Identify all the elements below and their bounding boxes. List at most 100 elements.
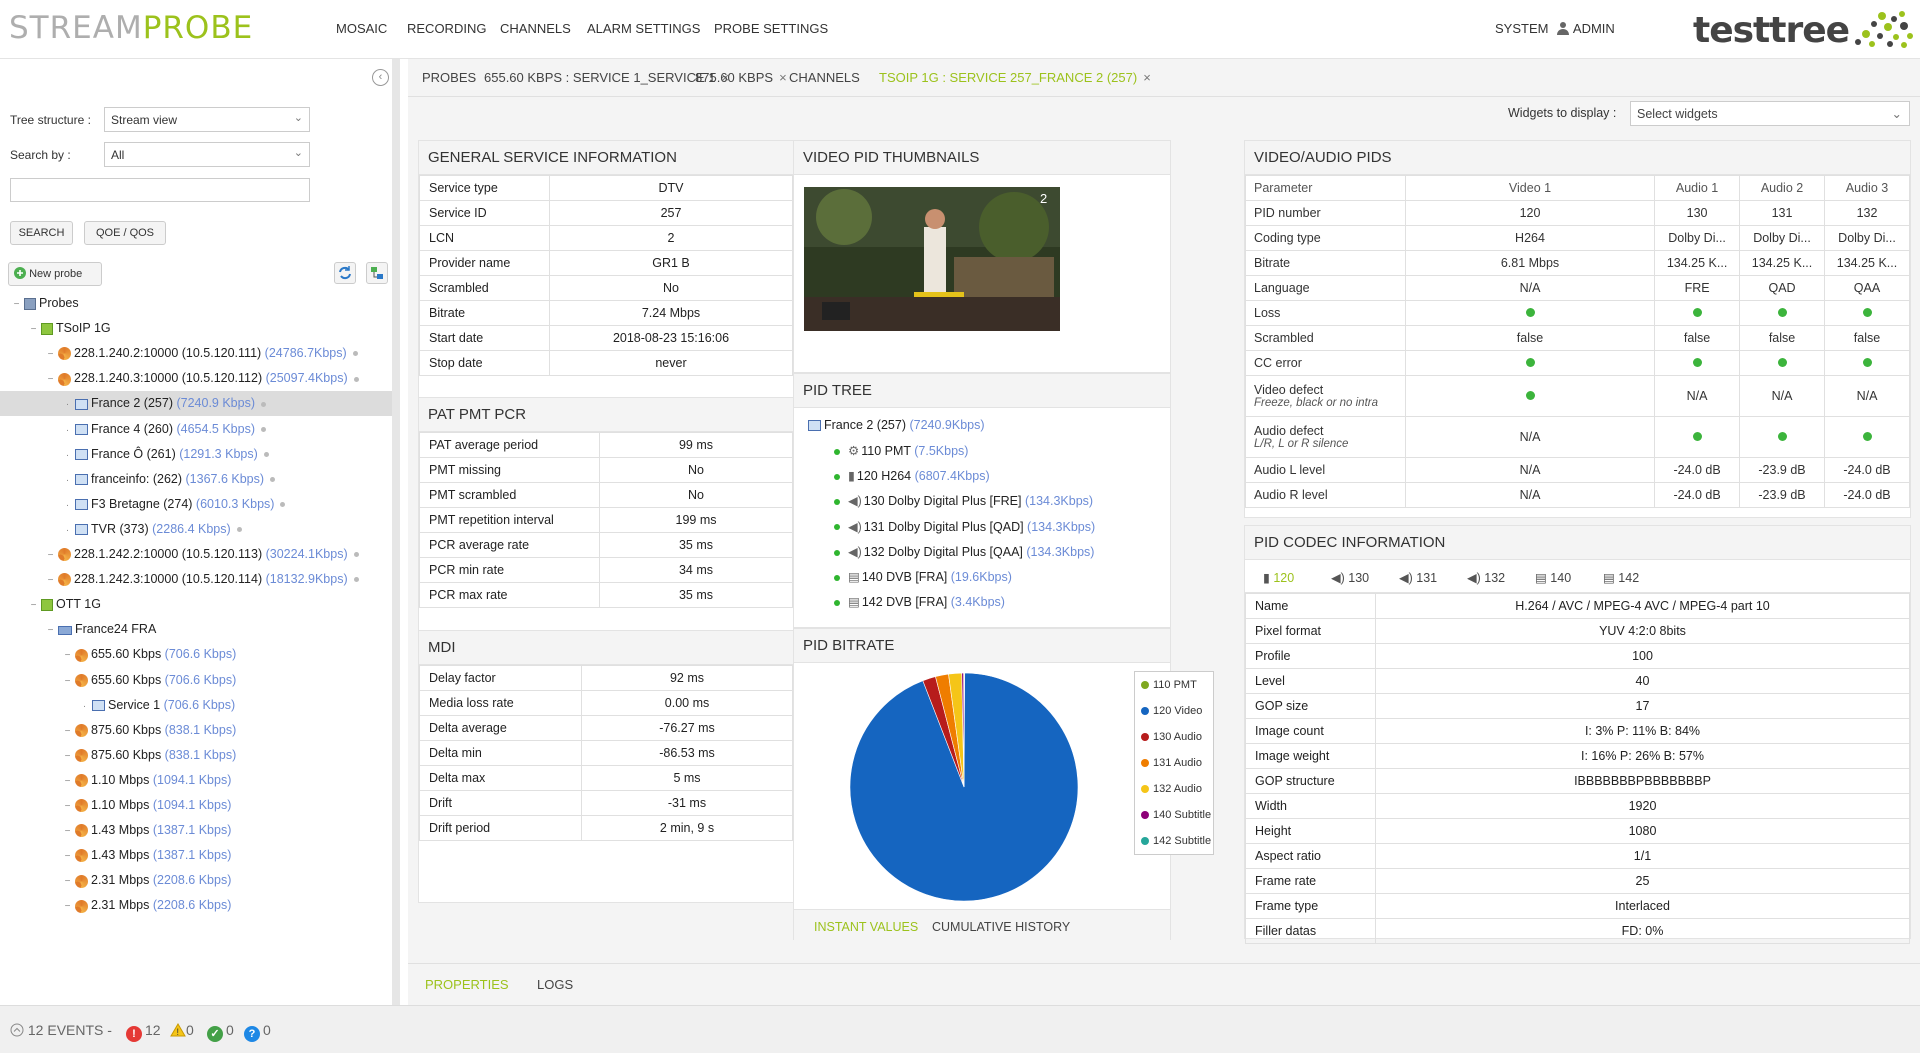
- error-count[interactable]: ! 12: [126, 1022, 161, 1042]
- expander-icon[interactable]: −: [64, 750, 71, 762]
- expander-icon[interactable]: −: [47, 550, 54, 561]
- expander-icon[interactable]: −: [47, 625, 54, 637]
- tree-item[interactable]: − 228.1.242.3:10000 (10.5.120.114) (18132…: [0, 567, 392, 592]
- qoe-qos-button[interactable]: QOE / QOS: [84, 221, 166, 245]
- expander-icon[interactable]: −: [64, 775, 71, 787]
- legend-item[interactable]: 142 Subtitle: [1135, 828, 1213, 854]
- pid-tree-item[interactable]: ▤ 142 DVB [FRA] (3.4Kbps): [834, 594, 1005, 609]
- tab-0[interactable]: PROBES: [422, 70, 476, 85]
- tree-item[interactable]: − 228.1.242.2:10000 (10.5.120.113) (30224…: [0, 542, 392, 567]
- tree-item[interactable]: − France24 FRA: [0, 617, 392, 642]
- legend-item[interactable]: 132 Audio: [1135, 776, 1213, 802]
- expander-icon[interactable]: −: [47, 349, 54, 361]
- warning-count[interactable]: ! 0: [170, 1022, 194, 1038]
- search-input[interactable]: [10, 178, 310, 202]
- tree-item[interactable]: · F3 Bretagne (274) (6010.3 Kbps): [0, 492, 392, 517]
- tree-item[interactable]: · franceinfo: (262) (1367.6 Kbps): [0, 467, 392, 492]
- tree-item[interactable]: · France 2 (257) (7240.9 Kbps): [0, 391, 392, 417]
- tree-item[interactable]: − 875.60 Kbps (838.1 Kbps): [0, 743, 392, 768]
- close-icon[interactable]: ×: [721, 70, 730, 85]
- nav-system[interactable]: SYSTEM: [1495, 21, 1549, 36]
- events-summary[interactable]: 12 EVENTS -: [10, 1022, 112, 1038]
- new-probe-button[interactable]: New probe: [8, 262, 102, 286]
- tab-2[interactable]: 875.60 KBPS ×: [695, 70, 787, 85]
- expander-icon[interactable]: −: [64, 826, 71, 838]
- expander-icon[interactable]: −: [13, 299, 20, 310]
- expander-icon[interactable]: −: [64, 851, 71, 863]
- expander-icon[interactable]: ·: [65, 499, 70, 511]
- expander-icon[interactable]: −: [64, 901, 71, 913]
- codec-tab-130[interactable]: ◀) 130: [1331, 570, 1369, 585]
- tab-cumulative-history[interactable]: CUMULATIVE HISTORY: [932, 920, 1071, 934]
- tree-item[interactable]: − 1.10 Mbps (1094.1 Kbps): [0, 768, 392, 793]
- expander-icon[interactable]: −: [64, 725, 71, 737]
- streamprobe-logo[interactable]: STREAMPROBE: [9, 10, 253, 46]
- nav-probe-settings[interactable]: PROBE SETTINGS: [714, 21, 829, 36]
- widgets-select[interactable]: Select widgets ⌄: [1630, 101, 1910, 126]
- expander-icon[interactable]: −: [64, 876, 71, 888]
- tree-item[interactable]: − 655.60 Kbps (706.6 Kbps): [0, 642, 392, 667]
- expander-icon[interactable]: −: [64, 675, 71, 687]
- refresh-button[interactable]: [334, 262, 356, 284]
- codec-tab-131[interactable]: ◀) 131: [1399, 570, 1437, 585]
- tree-item[interactable]: · TVR (373) (2286.4 Kbps): [0, 517, 392, 542]
- expander-icon[interactable]: ·: [65, 424, 70, 436]
- pid-tree-item[interactable]: ◀) 132 Dolby Digital Plus [QAA] (134.3Kbp…: [834, 544, 1094, 559]
- tab-3[interactable]: CHANNELS: [789, 70, 860, 85]
- nav-alarm-settings[interactable]: ALARM SETTINGS: [587, 21, 701, 36]
- tab-1[interactable]: 655.60 KBPS : SERVICE 1_SERVICE 1 ×: [484, 70, 729, 85]
- tab-logs[interactable]: LOGS: [537, 977, 574, 992]
- tree-item[interactable]: − 1.43 Mbps (1387.1 Kbps): [0, 843, 392, 868]
- expander-icon[interactable]: −: [64, 801, 71, 812]
- expander-icon[interactable]: ·: [65, 399, 70, 411]
- tree-item[interactable]: − Probes: [0, 291, 392, 316]
- expander-icon[interactable]: −: [47, 575, 54, 587]
- tab-4[interactable]: TSOIP 1G : SERVICE 257_FRANCE 2 (257) ×: [879, 70, 1151, 85]
- tree-view-button[interactable]: [366, 262, 388, 284]
- expander-icon[interactable]: −: [64, 650, 71, 662]
- tree-item[interactable]: − 228.1.240.3:10000 (10.5.120.112) (25097…: [0, 366, 392, 391]
- nav-recording[interactable]: RECORDING: [407, 21, 487, 36]
- codec-tab-132[interactable]: ◀) 132: [1467, 570, 1505, 585]
- tree-item[interactable]: − 2.31 Mbps (2208.6 Kbps): [0, 893, 392, 918]
- tree-structure-select[interactable]: Stream view ⌄: [104, 107, 310, 132]
- nav-channels[interactable]: CHANNELS: [500, 21, 571, 36]
- nav-mosaic[interactable]: MOSAIC: [336, 21, 388, 36]
- tree-item[interactable]: − 1.43 Mbps (1387.1 Kbps): [0, 818, 392, 843]
- tree-item[interactable]: − TSoIP 1G: [0, 316, 392, 341]
- pid-tree-item[interactable]: ◀) 131 Dolby Digital Plus [QAD] (134.3Kbp…: [834, 519, 1095, 534]
- tree-item[interactable]: · France Ô (261) (1291.3 Kbps): [0, 442, 392, 467]
- info-count[interactable]: ? 0: [244, 1022, 271, 1042]
- close-icon[interactable]: ×: [1143, 70, 1151, 85]
- tree-item[interactable]: · France 4 (260) (4654.5 Kbps): [0, 417, 392, 442]
- legend-item[interactable]: 120 Video: [1135, 698, 1213, 724]
- legend-item[interactable]: 131 Audio: [1135, 750, 1213, 776]
- expander-icon[interactable]: ·: [65, 524, 70, 536]
- pid-tree-item[interactable]: ◀) 130 Dolby Digital Plus [FRE] (134.3Kbp…: [834, 493, 1093, 508]
- expander-icon[interactable]: ·: [65, 449, 70, 461]
- tree-item[interactable]: − OTT 1G: [0, 592, 392, 617]
- expander-icon[interactable]: ·: [82, 700, 87, 712]
- nav-admin[interactable]: ADMIN: [1556, 21, 1615, 36]
- legend-item[interactable]: 130 Audio: [1135, 724, 1213, 750]
- expander-icon[interactable]: ·: [65, 474, 70, 486]
- pid-tree-item[interactable]: ▮ 120 H264 (6807.4Kbps): [834, 468, 990, 483]
- legend-item[interactable]: 140 Subtitle: [1135, 802, 1213, 828]
- tree-item[interactable]: − 1.10 Mbps (1094.1 Kbps): [0, 793, 392, 818]
- pid-tree-root[interactable]: France 2 (257) (7240.9Kbps): [808, 418, 985, 432]
- expander-icon[interactable]: −: [47, 374, 54, 386]
- ok-count[interactable]: ✓ 0: [207, 1022, 234, 1042]
- tree-item[interactable]: − 655.60 Kbps (706.6 Kbps): [0, 668, 392, 693]
- expander-icon[interactable]: −: [30, 324, 37, 336]
- codec-tab-120[interactable]: ▮ 120: [1263, 570, 1294, 585]
- tree-item[interactable]: − 875.60 Kbps (838.1 Kbps): [0, 718, 392, 743]
- collapse-panel-icon[interactable]: ‹: [372, 69, 389, 86]
- tab-instant-values[interactable]: INSTANT VALUES: [814, 920, 919, 934]
- expander-icon[interactable]: −: [30, 600, 37, 612]
- codec-tab-142[interactable]: ▤ 142: [1603, 570, 1639, 585]
- pid-tree-item[interactable]: ▤ 140 DVB [FRA] (19.6Kbps): [834, 569, 1012, 584]
- legend-item[interactable]: 110 PMT: [1135, 672, 1213, 698]
- tree-item[interactable]: − 2.31 Mbps (2208.6 Kbps): [0, 868, 392, 893]
- tree-item[interactable]: · Service 1 (706.6 Kbps): [0, 693, 392, 718]
- video-thumbnail[interactable]: 2: [804, 187, 1060, 331]
